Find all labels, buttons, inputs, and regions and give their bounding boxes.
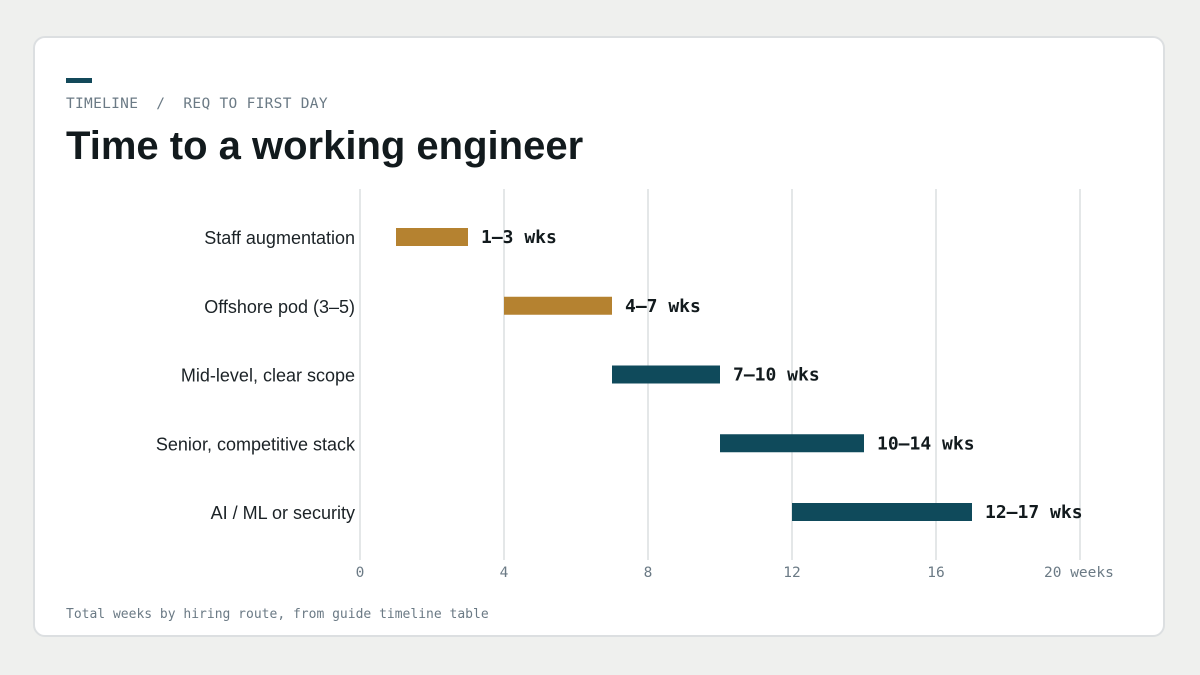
x-tick-label: 8 — [644, 565, 653, 581]
range-bar — [612, 365, 720, 384]
x-tick-label: 16 — [927, 565, 944, 581]
chart-footnote: Total weeks by hiring route, from guide … — [66, 607, 489, 622]
x-tick-label: 20 weeks — [1044, 565, 1114, 581]
category-label: Mid-level, clear scope — [181, 366, 355, 386]
category-label: Senior, competitive stack — [156, 434, 356, 454]
range-bar — [504, 296, 612, 315]
range-bar — [396, 228, 468, 246]
category-label: Staff augmentation — [204, 228, 355, 248]
range-bar — [792, 503, 972, 521]
range-value-label: 1–3 wks — [481, 227, 557, 248]
range-value-label: 12–17 wks — [985, 502, 1083, 523]
range-value-label: 7–10 wks — [733, 365, 820, 386]
bars — [396, 228, 972, 521]
accent-bar — [66, 78, 92, 83]
eyebrow-label: TIMELINE / REQ TO FIRST DAY — [66, 96, 328, 112]
labels: Staff augmentation 1–3 wks Offshore pod (3… — [156, 227, 1083, 523]
range-bar — [720, 434, 864, 453]
chart-card: TIMELINE / REQ TO FIRST DAY Time to a wo… — [33, 36, 1165, 637]
range-value-label: 10–14 wks — [877, 433, 975, 454]
x-axis-ticks: 0 4 8 12 16 20 weeks — [356, 565, 1114, 581]
x-tick-label: 12 — [783, 565, 800, 581]
category-label: AI / ML or security — [211, 503, 355, 523]
x-tick-label: 4 — [500, 565, 509, 581]
category-label: Offshore pod (3–5) — [204, 297, 355, 317]
range-value-label: 4–7 wks — [625, 296, 701, 317]
chart-title: Time to a working engineer — [66, 124, 584, 168]
x-tick-label: 0 — [356, 565, 365, 581]
